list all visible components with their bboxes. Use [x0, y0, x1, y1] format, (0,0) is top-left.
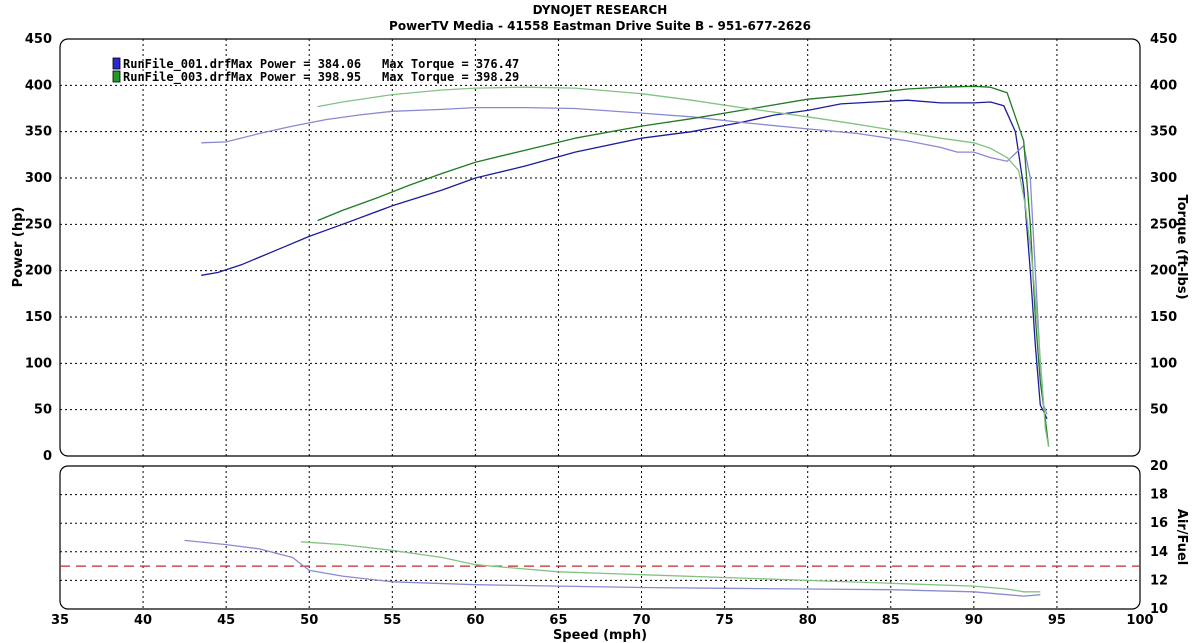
power-tick-label: 100	[25, 356, 52, 371]
legend-swatch-run1	[112, 57, 121, 70]
power-axis-ticks: 0 50 100 150 200 250 300 350 400 450	[25, 32, 52, 464]
legend-entry-run2: RunFile_003.drf Max Power = 398.95 Max T…	[112, 70, 519, 85]
torque-axis-label: Torque (ft-lbs)	[1174, 194, 1189, 299]
torque-tick-label: 200	[1150, 264, 1177, 279]
power-tick-label: 350	[25, 125, 52, 140]
speed-tick-label: 100	[1126, 613, 1153, 628]
torque-tick-label: 350	[1150, 125, 1177, 140]
speed-tick-label: 65	[549, 613, 567, 628]
air-fuel-frame	[59, 465, 1141, 610]
speed-tick-label: 40	[134, 613, 152, 628]
power-tick-label: 50	[34, 403, 52, 418]
power-torque-series	[201, 85, 1050, 447]
power-tick-label: 400	[25, 78, 52, 93]
torque-axis-ticks: 50 100 150 200 250 300 350 400 450	[1150, 32, 1177, 418]
speed-tick-label: 70	[632, 613, 650, 628]
air-fuel-tick-label: 20	[1150, 459, 1168, 474]
air-fuel-series	[60, 539, 1140, 597]
power-axis-label: Power (hp)	[11, 207, 26, 288]
torque-tick-label: 300	[1150, 171, 1177, 186]
speed-axis-ticks: 35 40 45 50 55 60 65 70 75 80 85 90 95 100	[51, 613, 1154, 628]
power-tick-label: 200	[25, 264, 52, 279]
speed-tick-label: 35	[51, 613, 69, 628]
chart-subtitle: PowerTV Media - 41558 Eastman Drive Suit…	[389, 19, 811, 33]
air-fuel-tick-label: 18	[1150, 488, 1168, 503]
air-fuel-axis-label: Air/Fuel	[1174, 509, 1189, 565]
air-fuel-tick-label: 10	[1150, 602, 1168, 617]
run1-afr-line	[184, 539, 1041, 597]
speed-tick-label: 85	[882, 613, 900, 628]
speed-tick-label: 75	[716, 613, 734, 628]
power-tick-label: 0	[43, 449, 52, 464]
speed-axis-label: Speed (mph)	[553, 628, 647, 643]
power-tick-label: 450	[25, 32, 52, 47]
legend-max-power-run1: Max Power = 384.06	[231, 57, 361, 71]
torque-tick-label: 450	[1150, 32, 1177, 47]
chart-title: DYNOJET RESEARCH	[532, 3, 668, 17]
torque-tick-label: 100	[1150, 356, 1177, 371]
torque-tick-label: 250	[1150, 217, 1177, 232]
run2-afr-line	[300, 541, 1041, 593]
legend-entry-run1: RunFile_001.drf Max Power = 384.06 Max T…	[112, 57, 519, 72]
run1-torque-line	[201, 106, 1048, 415]
speed-tick-label: 55	[383, 613, 401, 628]
torque-tick-label: 150	[1150, 310, 1177, 325]
torque-tick-label: 400	[1150, 78, 1177, 93]
run2-power-line	[317, 85, 1050, 447]
power-tick-label: 150	[25, 310, 52, 325]
power-torque-panel: 0 50 100 150 200 250 300 350 400 450 50 100 150 200 2…	[11, 32, 1189, 464]
speed-tick-label: 60	[466, 613, 484, 628]
air-fuel-tick-label: 12	[1150, 573, 1168, 588]
legend-max-torque-run1: Max Torque = 376.47	[382, 57, 519, 71]
legend-swatch-run2	[112, 70, 121, 83]
power-tick-label: 300	[25, 171, 52, 186]
speed-tick-label: 80	[799, 613, 817, 628]
legend-max-power-run2: Max Power = 398.95	[231, 70, 361, 84]
speed-tick-label: 90	[965, 613, 983, 628]
air-fuel-tick-label: 14	[1150, 545, 1168, 560]
legend-max-torque-run2: Max Torque = 398.29	[382, 70, 519, 84]
power-torque-frame	[59, 38, 1141, 457]
power-torque-grid	[60, 39, 1140, 456]
legend-file-run2: RunFile_003.drf	[123, 70, 231, 85]
chart-legend: RunFile_001.drf Max Power = 384.06 Max T…	[112, 57, 519, 85]
torque-tick-label: 50	[1150, 403, 1168, 418]
air-fuel-panel: 10 12 14 16 18 20 Air/Fuel	[59, 459, 1189, 617]
speed-tick-label: 50	[300, 613, 318, 628]
air-fuel-tick-label: 16	[1150, 516, 1168, 531]
run2-torque-line	[317, 86, 1050, 447]
power-tick-label: 250	[25, 217, 52, 232]
air-fuel-axis-ticks: 10 12 14 16 18 20	[1150, 459, 1168, 617]
speed-tick-label: 95	[1048, 613, 1066, 628]
air-fuel-grid	[60, 466, 1140, 609]
legend-file-run1: RunFile_001.drf	[123, 57, 231, 72]
speed-tick-label: 45	[217, 613, 235, 628]
